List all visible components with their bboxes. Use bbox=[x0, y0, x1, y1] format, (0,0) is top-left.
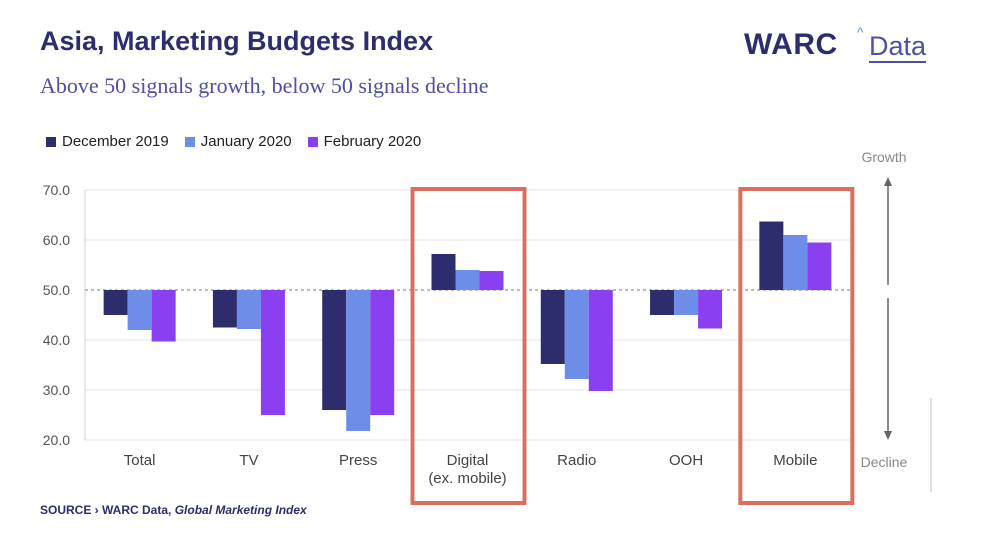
x-category-label: OOH bbox=[669, 452, 703, 469]
bar bbox=[540, 290, 565, 364]
y-tick-label: 40.0 bbox=[43, 332, 70, 348]
bar bbox=[151, 290, 176, 342]
legend-label-december-2019: December 2019 bbox=[62, 133, 169, 150]
bar bbox=[588, 290, 613, 391]
chart-title: Asia, Marketing Budgets Index bbox=[40, 26, 434, 56]
x-category-label: (ex. mobile) bbox=[428, 470, 506, 487]
decline-arrow-head bbox=[884, 431, 892, 440]
bar bbox=[698, 290, 723, 329]
source-note: SOURCE › WARC Data, Global Marketing Ind… bbox=[40, 503, 307, 517]
highlight-box bbox=[738, 187, 855, 505]
bar bbox=[103, 290, 128, 315]
bar bbox=[370, 290, 395, 415]
highlight-box bbox=[410, 187, 527, 505]
y-tick-label: 20.0 bbox=[43, 432, 70, 448]
source-label: SOURCE › bbox=[40, 503, 99, 517]
bar bbox=[346, 290, 371, 431]
x-category-label: Radio bbox=[557, 452, 596, 469]
chart-subtitle: Above 50 signals growth, below 50 signal… bbox=[40, 73, 489, 98]
bar bbox=[479, 271, 504, 290]
legend-item-december-2019: December 2019 bbox=[46, 133, 169, 150]
warc-data-logo: WARC ^ Data bbox=[744, 24, 944, 68]
bar bbox=[212, 290, 237, 328]
logo-data-text: Data bbox=[869, 31, 927, 63]
x-category-label: Digital bbox=[447, 452, 489, 469]
x-category-label: Mobile bbox=[773, 452, 817, 469]
bar bbox=[431, 254, 456, 290]
bar bbox=[127, 290, 152, 330]
source-title: Global Marketing Index bbox=[174, 503, 307, 517]
bar bbox=[260, 290, 285, 415]
bar bbox=[759, 221, 784, 290]
x-category-label: Press bbox=[339, 452, 377, 469]
y-tick-label: 50.0 bbox=[43, 282, 70, 298]
y-tick-label: 30.0 bbox=[43, 382, 70, 398]
legend-item-january-2020: January 2020 bbox=[184, 133, 292, 150]
legend-swatch-february-2020 bbox=[307, 136, 318, 147]
source-publisher: WARC Data, bbox=[102, 503, 172, 517]
decline-annotation: Decline bbox=[861, 454, 908, 470]
x-category-label: Total bbox=[124, 452, 156, 469]
bar bbox=[674, 290, 699, 315]
legend-swatch-january-2020 bbox=[184, 136, 195, 147]
bar bbox=[236, 290, 261, 329]
bar bbox=[564, 290, 589, 379]
bar bbox=[455, 270, 480, 290]
y-tick-label: 70.0 bbox=[43, 182, 70, 198]
growth-arrow-head bbox=[884, 177, 892, 186]
x-category-label: TV bbox=[239, 452, 258, 469]
logo-warc-text: WARC bbox=[744, 28, 838, 61]
legend-label-january-2020: January 2020 bbox=[200, 133, 292, 150]
logo-caret: ^ bbox=[857, 24, 864, 40]
bar bbox=[807, 242, 832, 290]
chart-legend: December 2019 January 2020 February 2020 bbox=[46, 133, 421, 150]
legend-label-february-2020: February 2020 bbox=[323, 133, 422, 150]
growth-annotation: Growth bbox=[861, 149, 906, 165]
legend-swatch-december-2019 bbox=[46, 136, 56, 147]
bar bbox=[783, 235, 808, 290]
legend-item-february-2020: February 2020 bbox=[307, 133, 422, 150]
bar bbox=[322, 290, 347, 410]
bar bbox=[650, 290, 675, 315]
y-tick-label: 60.0 bbox=[43, 232, 70, 248]
